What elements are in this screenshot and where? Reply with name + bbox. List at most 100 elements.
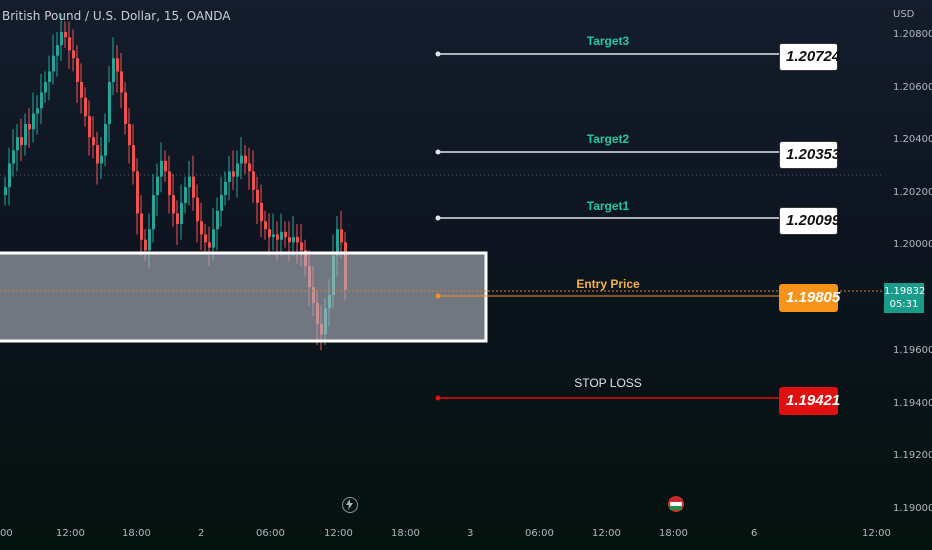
candle-body — [24, 124, 27, 146]
candle-body — [8, 163, 11, 188]
candle-body — [236, 163, 239, 177]
candle-body — [72, 50, 75, 59]
lightning-icon[interactable] — [342, 497, 358, 513]
target2-price-label[interactable]: 1.20353 — [779, 141, 840, 169]
x-tick-label: 6 — [751, 528, 758, 539]
y-tick-label: 1.20400 — [893, 134, 932, 145]
stop-loss-price-label[interactable]: 1.19421 — [779, 387, 840, 415]
x-tick-label: 00 — [0, 528, 13, 539]
candle-body — [296, 237, 299, 243]
candle-body — [160, 160, 163, 177]
candle-body — [32, 113, 35, 130]
candle-body — [64, 31, 67, 38]
candle-body — [300, 242, 303, 251]
level-anchor-dot[interactable] — [435, 293, 441, 299]
candle-body — [204, 234, 207, 243]
candle-body — [336, 229, 339, 256]
x-tick-label: 12:00 — [324, 528, 353, 539]
levels-group — [435, 51, 779, 401]
candle-body — [240, 155, 243, 164]
candle-body — [132, 145, 135, 172]
candle-body — [88, 116, 91, 138]
candle-body — [164, 160, 167, 172]
candle-body — [184, 187, 187, 203]
level-anchor-dot[interactable] — [435, 149, 441, 155]
x-tick-label: 18:00 — [122, 528, 151, 539]
candle-body — [124, 92, 127, 125]
candle-body — [252, 171, 255, 190]
candle-body — [232, 171, 235, 177]
candle-body — [216, 210, 219, 230]
level-anchor-dot[interactable] — [435, 395, 441, 401]
x-tick-label: 3 — [467, 528, 474, 539]
candle-body — [96, 145, 99, 164]
candle-body — [172, 195, 175, 214]
x-tick-label: 12:00 — [56, 528, 85, 539]
stop-loss-text: STOP LOSS — [574, 376, 642, 390]
x-tick-label: 18:00 — [391, 528, 420, 539]
candle-body — [224, 181, 227, 196]
candle-body — [228, 171, 231, 182]
entry-price-label[interactable]: 1.19805 — [779, 284, 840, 312]
bar-countdown: 05:31 — [889, 299, 919, 310]
candle-body — [116, 58, 119, 72]
x-tick-label: 12:00 — [592, 528, 621, 539]
level-anchor-dot[interactable] — [435, 51, 441, 57]
x-tick-label: 12:00 — [862, 528, 891, 539]
target1-text: Target1 — [586, 199, 630, 213]
candle-body — [268, 229, 271, 238]
candle-body — [104, 124, 107, 156]
y-tick-label: 1.20800 — [893, 29, 932, 40]
candle-body — [340, 229, 343, 243]
candle-body — [76, 58, 79, 82]
currency-label: USD — [893, 9, 915, 20]
y-tick-label: 1.20000 — [893, 239, 932, 250]
candle-body — [152, 195, 155, 230]
candle-body — [284, 231, 287, 238]
candle-body — [112, 58, 115, 82]
candle-body — [40, 92, 43, 109]
candle-body — [168, 171, 171, 196]
candle-body — [212, 229, 215, 248]
y-tick-label: 1.19200 — [893, 450, 932, 461]
candle-body — [244, 155, 247, 164]
candle-body — [192, 176, 195, 198]
current-price-value: 1.19832 — [884, 286, 926, 297]
candle-body — [44, 81, 47, 93]
candle-body — [48, 71, 51, 82]
flag-icon[interactable] — [668, 496, 684, 512]
candle-body — [92, 137, 95, 146]
entry-price-text: Entry Price — [576, 277, 640, 291]
x-tick-label: 06:00 — [525, 528, 554, 539]
level-anchor-dot[interactable] — [435, 215, 441, 221]
entry-zone-box[interactable] — [0, 251, 488, 343]
candle-body — [288, 237, 291, 243]
target1-price-label[interactable]: 1.20099 — [779, 207, 840, 235]
candle-body — [264, 221, 267, 230]
candle-body — [28, 124, 31, 130]
candle-body — [280, 231, 283, 240]
candle-body — [80, 81, 83, 98]
candle-body — [196, 197, 199, 222]
candle-body — [200, 221, 203, 235]
candle-body — [36, 108, 39, 114]
y-tick-label: 1.20200 — [893, 187, 932, 198]
candle-body — [84, 97, 87, 117]
candle-body — [140, 213, 143, 240]
candle-body — [276, 234, 279, 240]
candle-body — [260, 202, 263, 222]
y-tick-label: 1.20600 — [893, 82, 932, 93]
candle-body — [16, 137, 19, 151]
candle-body — [208, 242, 211, 248]
candle-body — [256, 189, 259, 203]
current-price-badge: 1.19832 05:31 — [884, 283, 926, 313]
target2-text: Target2 — [586, 132, 630, 146]
candle-body — [292, 237, 295, 243]
x-tick-label: 2 — [198, 528, 205, 539]
candle-body — [108, 81, 111, 125]
y-tick-label: 1.19600 — [893, 345, 932, 356]
y-tick-label: 1.19000 — [893, 503, 932, 514]
candle-body — [180, 202, 183, 224]
target3-price-label[interactable]: 1.20724 — [779, 43, 840, 71]
